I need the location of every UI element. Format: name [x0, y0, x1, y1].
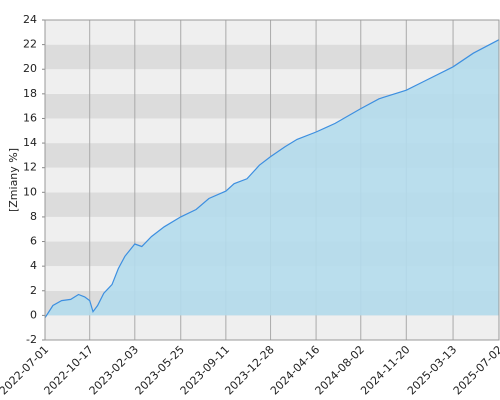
y-axis-label: [Zmiany %]: [7, 148, 20, 212]
y-tick-label: 22: [23, 38, 37, 51]
y-tick-label: 4: [30, 259, 37, 272]
y-tick-label: 10: [23, 185, 37, 198]
y-tick-label: 6: [30, 235, 37, 248]
band: [45, 44, 499, 70]
area: [45, 39, 499, 318]
y-tick-label: 16: [23, 111, 37, 124]
band: [45, 315, 499, 340]
y-tick-label: 2: [30, 284, 37, 297]
y-tick-label: 20: [23, 62, 37, 75]
y-tick-label: 0: [30, 308, 37, 321]
y-tick-label: 8: [30, 210, 37, 223]
y-tick-label: -2: [26, 333, 37, 346]
x-tick-label: 2024-11-20: [358, 343, 412, 397]
y-tick-label: 24: [23, 13, 37, 26]
line: [44, 39, 500, 319]
y-tick-label: 12: [23, 161, 37, 174]
y-tick-label: 18: [23, 87, 37, 100]
y-tick-label: 14: [23, 136, 37, 149]
plot-frame: [44, 19, 500, 341]
band: [45, 20, 499, 45]
